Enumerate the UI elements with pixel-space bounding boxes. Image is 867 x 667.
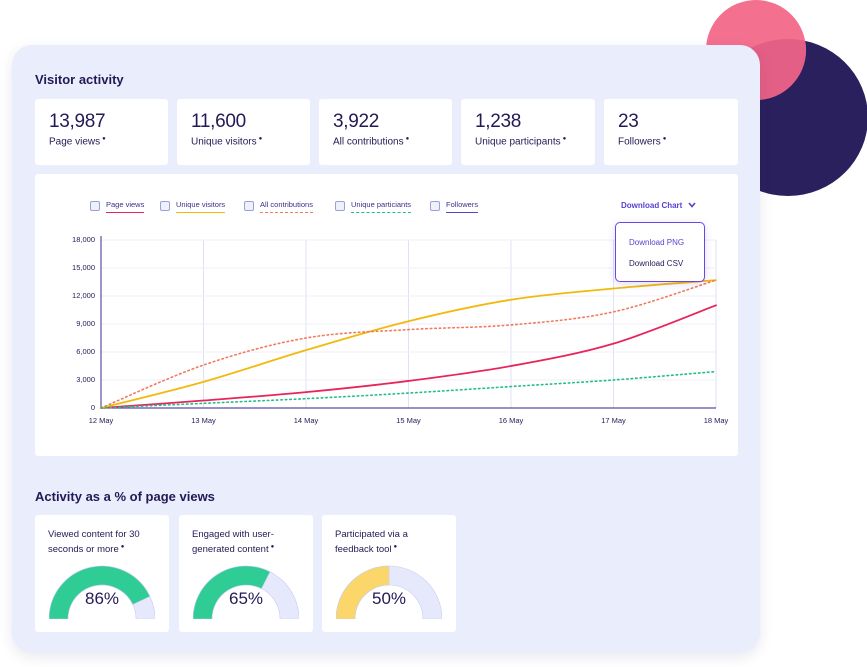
download-menu: Download PNG Download CSV <box>615 222 705 282</box>
gauge-value: 65% <box>228 589 264 608</box>
info-icon[interactable]: ● <box>120 544 125 550</box>
checkbox-checked-icon[interactable] <box>244 201 254 211</box>
stat-value: 3,922 <box>333 111 380 132</box>
gauge-value: 86% <box>84 589 120 608</box>
gauge-label-line: feedback tool <box>335 544 392 556</box>
info-icon[interactable]: ● <box>102 136 106 142</box>
analytics-panel: Visitor activity 13,987 Page views ● 11,6… <box>12 45 760 653</box>
checkbox-checked-icon[interactable] <box>335 201 345 211</box>
stat-value: 13,987 <box>49 111 106 132</box>
x-tick-label: 17 May <box>601 416 626 425</box>
x-tick-label: 13 May <box>191 416 216 425</box>
stat-value: 11,600 <box>191 111 246 132</box>
download-csv-option[interactable]: Download CSV <box>629 259 684 268</box>
info-icon[interactable]: ● <box>662 136 667 142</box>
stat-card-unique-visitors: 11,600 Unique visitors ● <box>177 99 310 165</box>
stat-label: Page views ● <box>49 136 106 148</box>
line-chart-card: Page views Unique visitors All contributio… <box>35 174 738 456</box>
x-tick-label: 18 May <box>703 416 729 425</box>
x-tick-label: 14 May <box>293 416 319 425</box>
gauge-label-line: Participated via a <box>335 529 408 540</box>
gauge-fill <box>336 565 390 619</box>
gauge-label: Participated via a feedback tool ● <box>335 528 408 556</box>
gauge-chart <box>193 565 299 619</box>
y-tick-label: 12,000 <box>72 291 95 300</box>
series-line-all-contributions <box>100 279 717 409</box>
info-icon[interactable]: ● <box>405 136 410 142</box>
y-tick-label: 9,000 <box>76 319 95 328</box>
chevron-down-icon <box>687 202 696 208</box>
info-icon[interactable]: ● <box>270 544 275 550</box>
checkbox-checked-icon[interactable] <box>90 201 100 211</box>
stat-card-page-views: 13,987 Page views ● <box>35 99 168 165</box>
stat-card-unique-participants: 1,238 Unique participants ● <box>461 99 595 165</box>
series-line-unique-visitors <box>100 279 717 409</box>
info-icon[interactable]: ● <box>562 136 567 142</box>
gauge-label-line: seconds or more <box>48 544 119 556</box>
download-chart-button[interactable]: Download Chart <box>621 201 696 210</box>
gauge-card: Participated via a feedback tool ● 50% <box>322 515 456 632</box>
stat-value: 23 <box>618 111 639 132</box>
y-tick-label: 3,000 <box>76 375 95 384</box>
gauge-label: Engaged with user-generated content ● <box>192 528 274 556</box>
gauge-chart <box>336 565 442 619</box>
series-line-page-views <box>100 304 717 409</box>
gauge-value: 50% <box>371 589 407 608</box>
series-line-unique-particiants <box>100 370 717 409</box>
info-icon[interactable]: ● <box>393 544 398 550</box>
x-tick-label: 16 May <box>498 416 524 425</box>
gauge-fill <box>193 565 271 619</box>
activity-pct-title: Activity as a % of page views <box>35 489 215 504</box>
stat-value: 1,238 <box>475 111 522 132</box>
stat-label: Unique participants ● <box>475 136 567 148</box>
y-tick-label: 0 <box>90 403 95 412</box>
y-tick-label: 15,000 <box>72 263 95 272</box>
legend-label: Followers <box>446 200 479 213</box>
download-png-option[interactable]: Download PNG <box>629 238 685 247</box>
gauge-card: Viewed content for 30 seconds or more ● 86% <box>35 515 169 632</box>
visitor-activity-title: Visitor activity <box>35 72 124 87</box>
line-chart-plot <box>100 236 717 409</box>
gauge-chart <box>49 565 155 619</box>
gauge-card: Engaged with user-generated content ● 65% <box>179 515 313 632</box>
y-tick-label: 6,000 <box>76 347 95 356</box>
checkbox-checked-icon[interactable] <box>160 201 170 211</box>
x-tick-label: 12 May <box>88 416 114 425</box>
stat-card-followers: 23 Followers ● <box>604 99 738 165</box>
legend-label: Page views <box>106 200 145 213</box>
gauge-label-line: Engaged with user- <box>192 529 274 540</box>
stat-label: Unique visitors ● <box>191 136 263 148</box>
legend-label: All contributions <box>260 200 313 213</box>
stat-card-all-contributions: 3,922 All contributions ● <box>319 99 452 165</box>
stat-label: Followers ● <box>618 136 667 148</box>
gauge-label: Viewed content for 30 seconds or more ● <box>48 528 140 556</box>
gauge-label-line: generated content <box>192 544 269 556</box>
gauge-label-line: Viewed content for 30 <box>48 529 140 540</box>
legend-label: Unique particiants <box>351 200 412 213</box>
gauge-fill <box>49 565 151 619</box>
legend-label: Unique visitors <box>176 200 226 213</box>
info-icon[interactable]: ● <box>258 136 263 142</box>
x-tick-label: 15 May <box>396 416 421 425</box>
y-tick-label: 18,000 <box>72 235 95 244</box>
checkbox-unchecked-icon[interactable] <box>430 201 440 211</box>
stat-label: All contributions ● <box>333 136 410 148</box>
